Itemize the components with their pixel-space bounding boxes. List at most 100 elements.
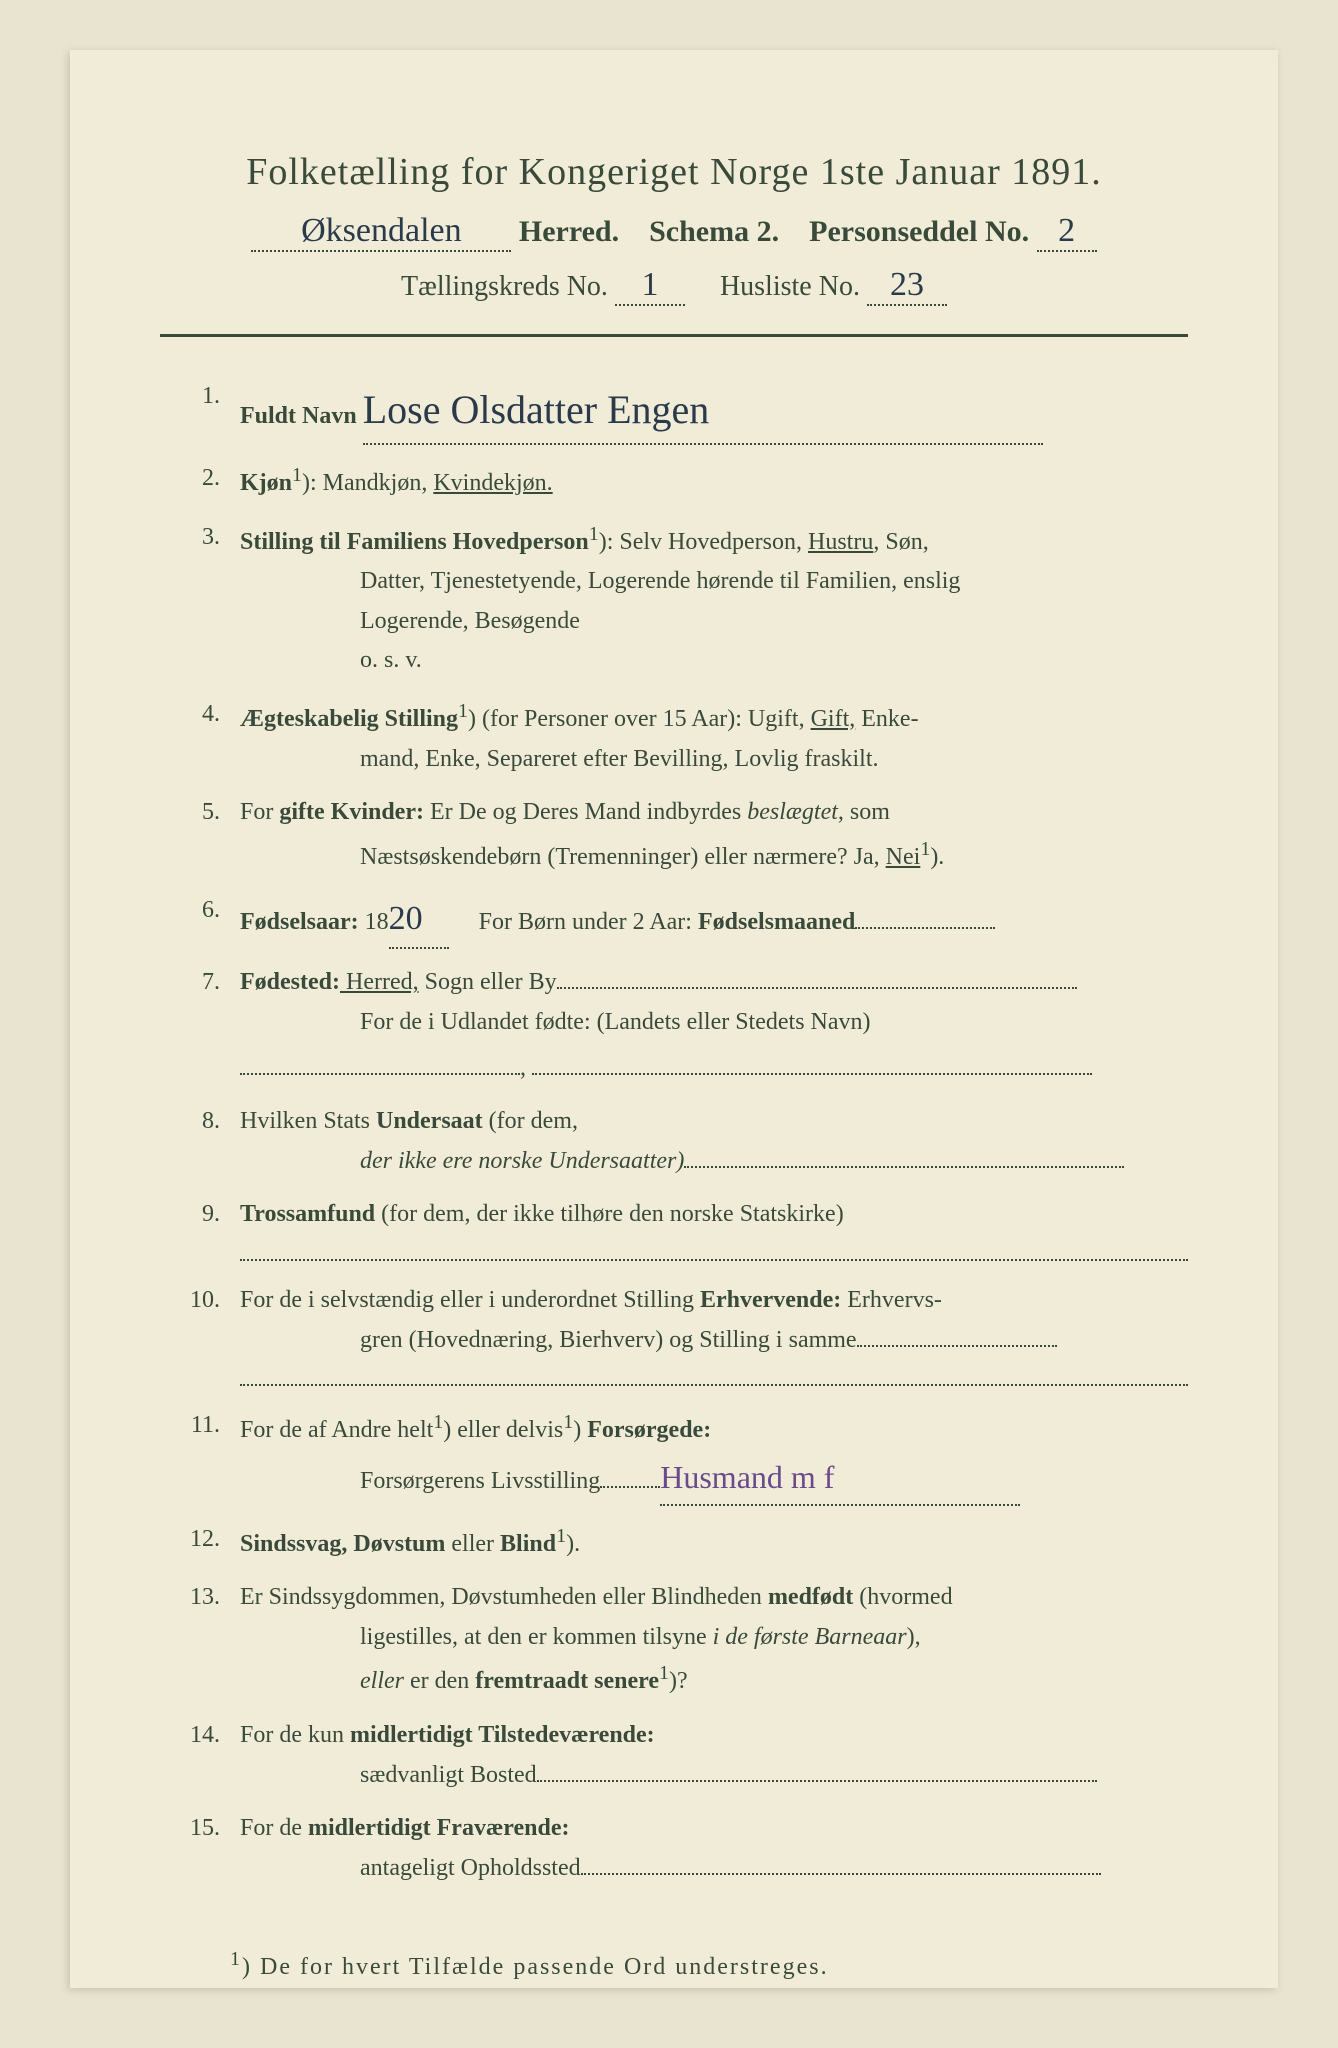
q3-line3: Logerende, Besøgende bbox=[240, 602, 1188, 642]
q13-a: Er Sindssygdommen, Døvstumheden eller Bl… bbox=[240, 1584, 768, 1610]
herred-label: Herred. bbox=[519, 215, 619, 248]
q13-line2a: ligestilles, at den er kommen tilsyne bbox=[360, 1624, 713, 1650]
footnote: 1) De for hvert Tilfælde passende Ord un… bbox=[160, 1948, 1188, 1981]
q13-line2b: i de første Barneaar bbox=[713, 1624, 907, 1650]
q13-line2c: ), bbox=[907, 1624, 921, 1650]
q2-a: Kjøn bbox=[240, 470, 292, 496]
q5-line2b: ). bbox=[930, 844, 944, 870]
husliste-label: Husliste No. bbox=[720, 271, 860, 302]
q3-a: Stilling til Familiens Hovedperson bbox=[240, 529, 589, 555]
blank-line bbox=[240, 1366, 1188, 1386]
herred-handwritten: Øksendalen bbox=[251, 212, 511, 252]
q15-b: midlertidigt Fraværende: bbox=[308, 1815, 570, 1841]
q7-line2: For de i Udlandet fødte: (Landets eller … bbox=[240, 1003, 1188, 1043]
q10-a: For de i selvstændig eller i underordnet… bbox=[240, 1287, 700, 1313]
blank bbox=[857, 1345, 1057, 1347]
entry-1: 1. Fuldt Navn Lose Olsdatter Engen bbox=[160, 377, 1188, 445]
q6-prefix: 18 bbox=[359, 909, 389, 935]
entry-num: 3. bbox=[160, 518, 240, 681]
q15-line2: antageligt Opholdssted bbox=[360, 1855, 581, 1881]
q14-a: For de kun bbox=[240, 1722, 350, 1748]
census-form-page: Folketælling for Kongeriget Norge 1ste J… bbox=[70, 50, 1278, 1988]
personseddel-label: Personseddel No. bbox=[809, 215, 1029, 248]
q11-hw: Husmand m f bbox=[660, 1451, 1020, 1506]
divider bbox=[160, 334, 1188, 337]
q13-line3b: er den bbox=[404, 1668, 475, 1694]
footnote-text: ) De for hvert Tilfælde passende Ord und… bbox=[242, 1954, 829, 1980]
q1-label: Fuldt Navn bbox=[240, 403, 357, 429]
entry-num: 10. bbox=[160, 1281, 240, 1392]
q5-underlined: Nei bbox=[886, 844, 921, 870]
q7-underlined: Herred, bbox=[340, 969, 419, 995]
blank-line bbox=[240, 1241, 1188, 1261]
q11-a: For de af Andre helt bbox=[240, 1417, 433, 1443]
blank bbox=[600, 1486, 660, 1488]
entry-num: 1. bbox=[160, 377, 240, 445]
blank bbox=[240, 1073, 520, 1075]
q14-line2: sædvanligt Bosted bbox=[360, 1762, 537, 1788]
entry-13: 13. Er Sindssygdommen, Døvstumheden elle… bbox=[160, 1578, 1188, 1702]
entry-num: 5. bbox=[160, 793, 240, 877]
q4-underlined: Gift, bbox=[811, 706, 856, 732]
q7-a: Fødested: bbox=[240, 969, 340, 995]
entry-10: 10. For de i selvstændig eller i underor… bbox=[160, 1281, 1188, 1392]
q8-a: Hvilken Stats bbox=[240, 1108, 376, 1134]
blank bbox=[537, 1780, 1097, 1782]
q4-line2: mand, Enke, Separeret efter Bevilling, L… bbox=[240, 740, 1188, 780]
q13-line3c: fremtraadt senere bbox=[475, 1668, 659, 1694]
husliste-no: 23 bbox=[867, 266, 947, 306]
entry-15: 15. For de midlertidigt Fraværende: anta… bbox=[160, 1809, 1188, 1888]
q12-b: eller bbox=[445, 1531, 500, 1557]
q11-b: ) eller delvis bbox=[443, 1417, 563, 1443]
q13-c: (hvormed bbox=[853, 1584, 952, 1610]
entry-num: 6. bbox=[160, 891, 240, 949]
footnote-sup: 1 bbox=[230, 1948, 242, 1970]
subheading-line-1: Øksendalen Herred. Schema 2. Personsedde… bbox=[160, 212, 1188, 252]
q6-a: Fødselsaar: bbox=[240, 909, 359, 935]
q13-line3a: eller bbox=[360, 1668, 404, 1694]
entry-6: 6. Fødselsaar: 1820 For Børn under 2 Aar… bbox=[160, 891, 1188, 949]
entry-8: 8. Hvilken Stats Undersaat (for dem, der… bbox=[160, 1102, 1188, 1181]
sup: 1 bbox=[292, 464, 302, 486]
entry-12: 12. Sindssvag, Døvstum eller Blind1). bbox=[160, 1520, 1188, 1565]
entry-num: 12. bbox=[160, 1520, 240, 1565]
entry-num: 7. bbox=[160, 963, 240, 1088]
q8-c: (for dem, bbox=[483, 1108, 578, 1134]
page-title: Folketælling for Kongeriget Norge 1ste J… bbox=[160, 150, 1188, 194]
entry-14: 14. For de kun midlertidigt Tilstedevære… bbox=[160, 1716, 1188, 1795]
entry-num: 8. bbox=[160, 1102, 240, 1181]
q8-line2: der ikke ere norske Undersaatter) bbox=[360, 1148, 684, 1174]
entry-num: 4. bbox=[160, 695, 240, 779]
q5-a: For bbox=[240, 799, 279, 825]
q6-b: For Børn under 2 Aar: bbox=[479, 909, 698, 935]
q3-line4: o. s. v. bbox=[240, 641, 1188, 681]
entry-4: 4. Ægteskabelig Stilling1) (for Personer… bbox=[160, 695, 1188, 779]
entry-11: 11. For de af Andre helt1) eller delvis1… bbox=[160, 1406, 1188, 1505]
q6-c: Fødselsmaaned bbox=[698, 909, 855, 935]
blank bbox=[855, 927, 995, 929]
entry-7: 7. Fødested: Herred, Sogn eller By For d… bbox=[160, 963, 1188, 1088]
entry-num: 15. bbox=[160, 1809, 240, 1888]
q7-b: Sogn eller By bbox=[419, 969, 557, 995]
q5-e: som bbox=[844, 799, 890, 825]
entry-9: 9. Trossamfund (for dem, der ikke tilhør… bbox=[160, 1195, 1188, 1267]
q13-line3d: )? bbox=[669, 1668, 688, 1694]
q5-c: Er De og Deres Mand indbyrdes bbox=[424, 799, 747, 825]
q8-b: Undersaat bbox=[376, 1108, 483, 1134]
q3-underlined: Hustru bbox=[808, 529, 873, 555]
q9-a: Trossamfund bbox=[240, 1201, 375, 1227]
blank bbox=[532, 1073, 1092, 1075]
personseddel-no: 2 bbox=[1037, 212, 1097, 252]
q3-line2: Datter, Tjenestetyende, Logerende hørend… bbox=[240, 562, 1188, 602]
q6-year-hw: 20 bbox=[389, 891, 449, 949]
q3-c: , Søn, bbox=[873, 529, 928, 555]
entry-5: 5. For gifte Kvinder: Er De og Deres Man… bbox=[160, 793, 1188, 877]
q12-d: ). bbox=[566, 1531, 580, 1557]
q2-b: ): Mandkjøn, bbox=[302, 470, 433, 496]
q10-line2: gren (Hovednæring, Bierhverv) og Stillin… bbox=[360, 1327, 857, 1353]
q10-c: Erhvervs- bbox=[841, 1287, 942, 1313]
entry-num: 11. bbox=[160, 1406, 240, 1505]
form-entries: 1. Fuldt Navn Lose Olsdatter Engen 2. Kj… bbox=[160, 377, 1188, 1888]
q11-line2: Forsørgerens Livsstilling bbox=[360, 1468, 600, 1494]
kreds-label: Tællingskreds No. bbox=[401, 271, 608, 302]
